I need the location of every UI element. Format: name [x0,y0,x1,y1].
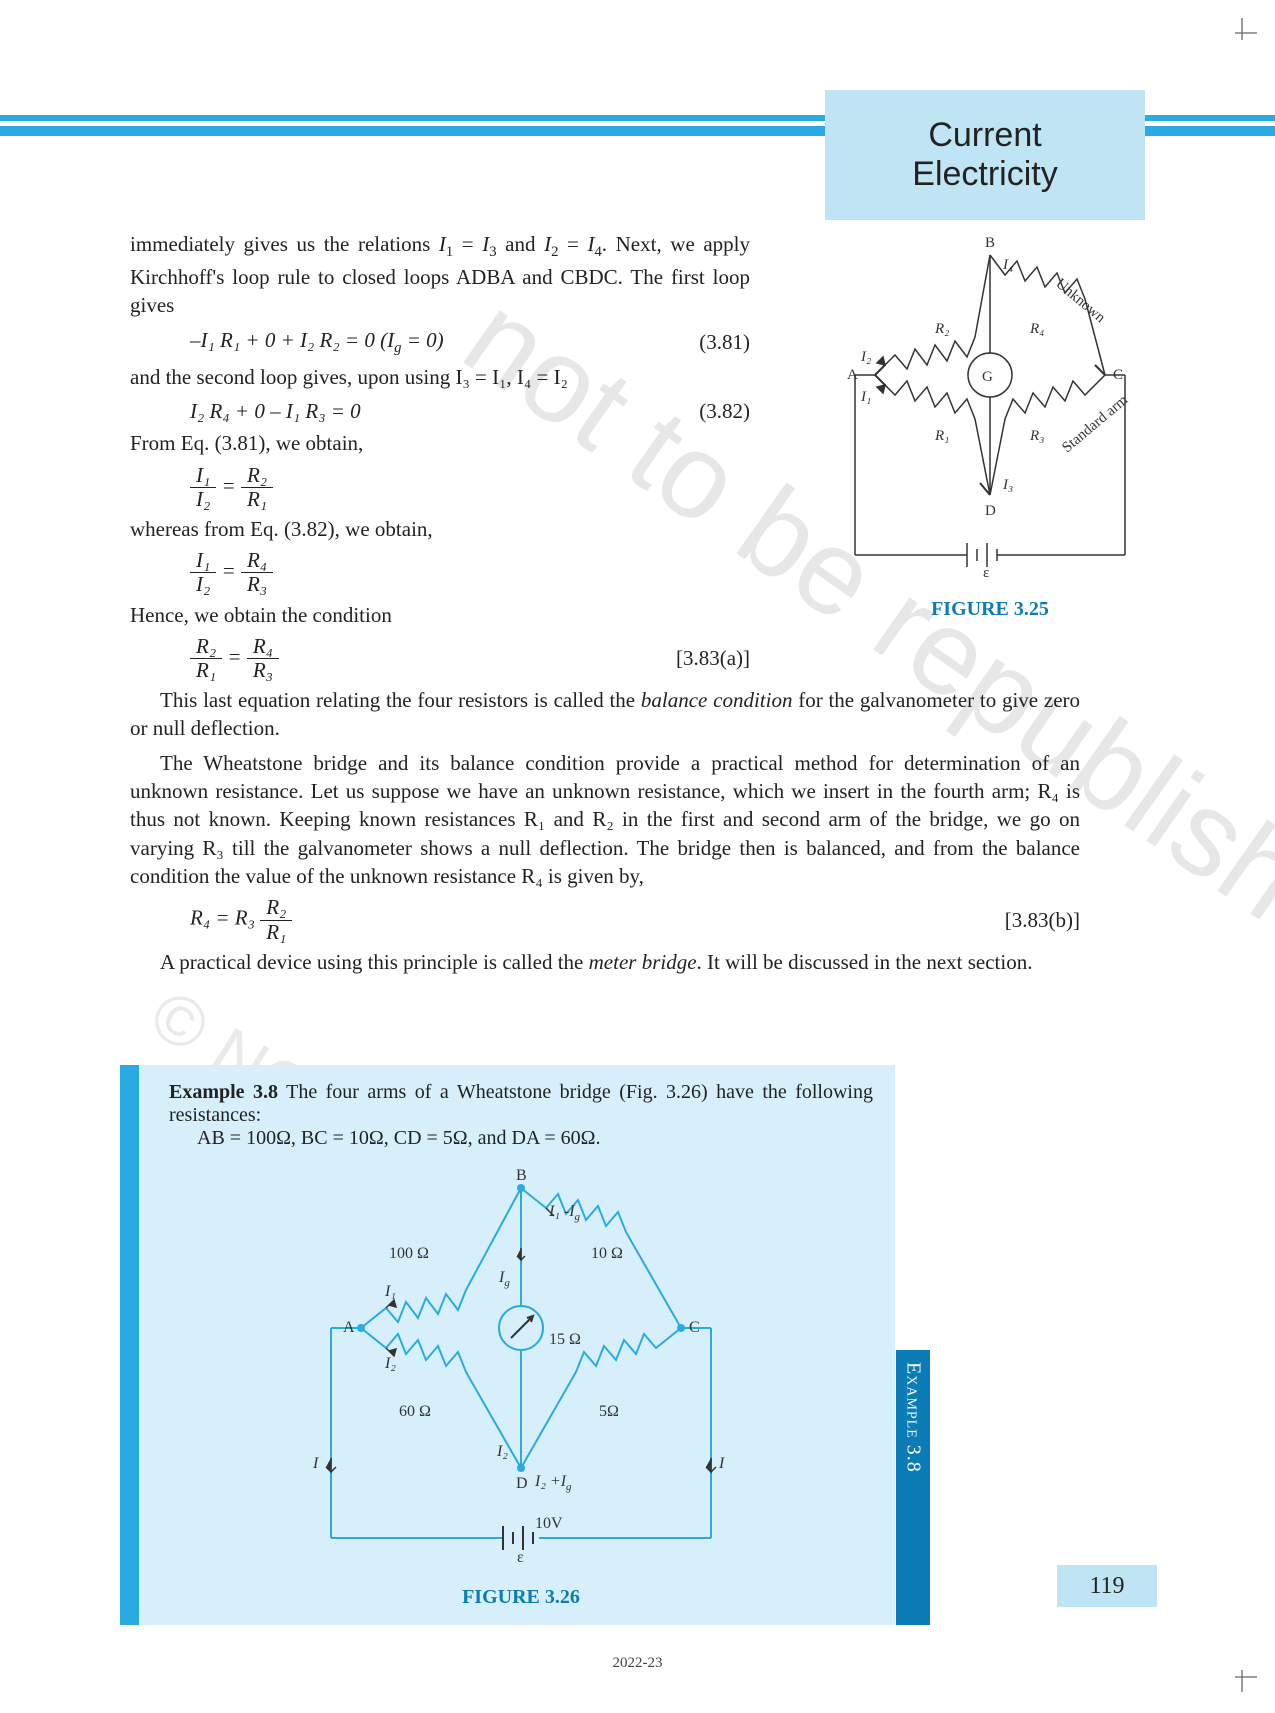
svg-text:A: A [343,1319,355,1336]
svg-text:I₂: I₂ [384,1355,396,1372]
para-7: The Wheatstone bridge and its balance co… [130,749,1080,891]
equation-3-83a: R₂R₁ = R₄R₃ [3.83(a)] [130,635,750,682]
page-number: 119 [1057,1565,1157,1607]
para-1: immediately gives us the relations I1 = … [130,230,750,320]
page: Current Electricity not to be republishe… [0,0,1275,1710]
svg-text:C: C [1113,367,1123,383]
svg-text:I₂ +Ig: I₂ +Ig [534,1473,572,1493]
svg-text:100 Ω: 100 Ω [389,1245,429,1262]
example-accent-strip [120,1065,135,1625]
chapter-title-line1: Current [928,116,1041,155]
figure-3-26: A B C D 100 Ω 10 Ω 5Ω 60 Ω 15 Ω I I I₁ I… [291,1158,751,1609]
svg-text:ε: ε [517,1549,524,1566]
para-8: A practical device using this principle … [130,948,1080,976]
para-6: This last equation relating the four res… [130,686,1080,743]
svg-text:D: D [516,1475,528,1492]
example-3-8-box: Example 3.8 The four arms of a Wheatston… [135,1065,895,1625]
svg-text:I: I [718,1455,725,1472]
body-text: immediately gives us the relations I1 = … [130,230,1080,982]
svg-text:Ig: Ig [498,1269,510,1289]
chapter-title-tab: Current Electricity [825,90,1145,220]
para-5: Hence, we obtain the condition [130,601,750,629]
equation-3-83b: R₄ = R₃ R₂R₁ [3.83(b)] [130,896,1080,943]
example-text: Example 3.8 The four arms of a Wheatston… [139,1065,895,1619]
fraction-2: I₁I₂ = R₄R₃ [130,549,750,596]
para-4: whereas from Eq. (3.82), we obtain, [130,515,750,543]
example-side-tab: Example 3.8 [896,1350,930,1625]
svg-text:I₁ -Ig: I₁ -Ig [548,1203,581,1223]
crop-mark-top-right [1227,18,1257,48]
svg-text:10V: 10V [535,1515,563,1532]
svg-text:5Ω: 5Ω [599,1403,619,1420]
equation-3-82: I₂ R₄ + 0 – I₁ R₃ = 0 (3.82) [130,397,750,425]
equation-3-81: –I₁ R₁ + 0 + I₂ R₂ = 0 (Ig = 0) (3.81) [130,326,750,359]
svg-text:15 Ω: 15 Ω [549,1331,581,1348]
footer-year: 2022-23 [0,1655,1275,1672]
svg-text:I: I [312,1455,319,1472]
svg-text:C: C [689,1319,700,1336]
para-3: From Eq. (3.81), we obtain, [130,429,750,457]
svg-text:60 Ω: 60 Ω [399,1403,431,1420]
fraction-1: I₁I₂ = R₂R₁ [130,464,750,511]
figure-3-26-caption: FIGURE 3.26 [291,1586,751,1609]
chapter-title-line2: Electricity [912,155,1057,194]
svg-text:B: B [516,1167,527,1184]
svg-text:I₁: I₁ [384,1283,396,1300]
svg-text:I₂: I₂ [496,1443,508,1460]
svg-text:10 Ω: 10 Ω [591,1245,623,1262]
para-2: and the second loop gives, upon using I₃… [130,363,750,391]
